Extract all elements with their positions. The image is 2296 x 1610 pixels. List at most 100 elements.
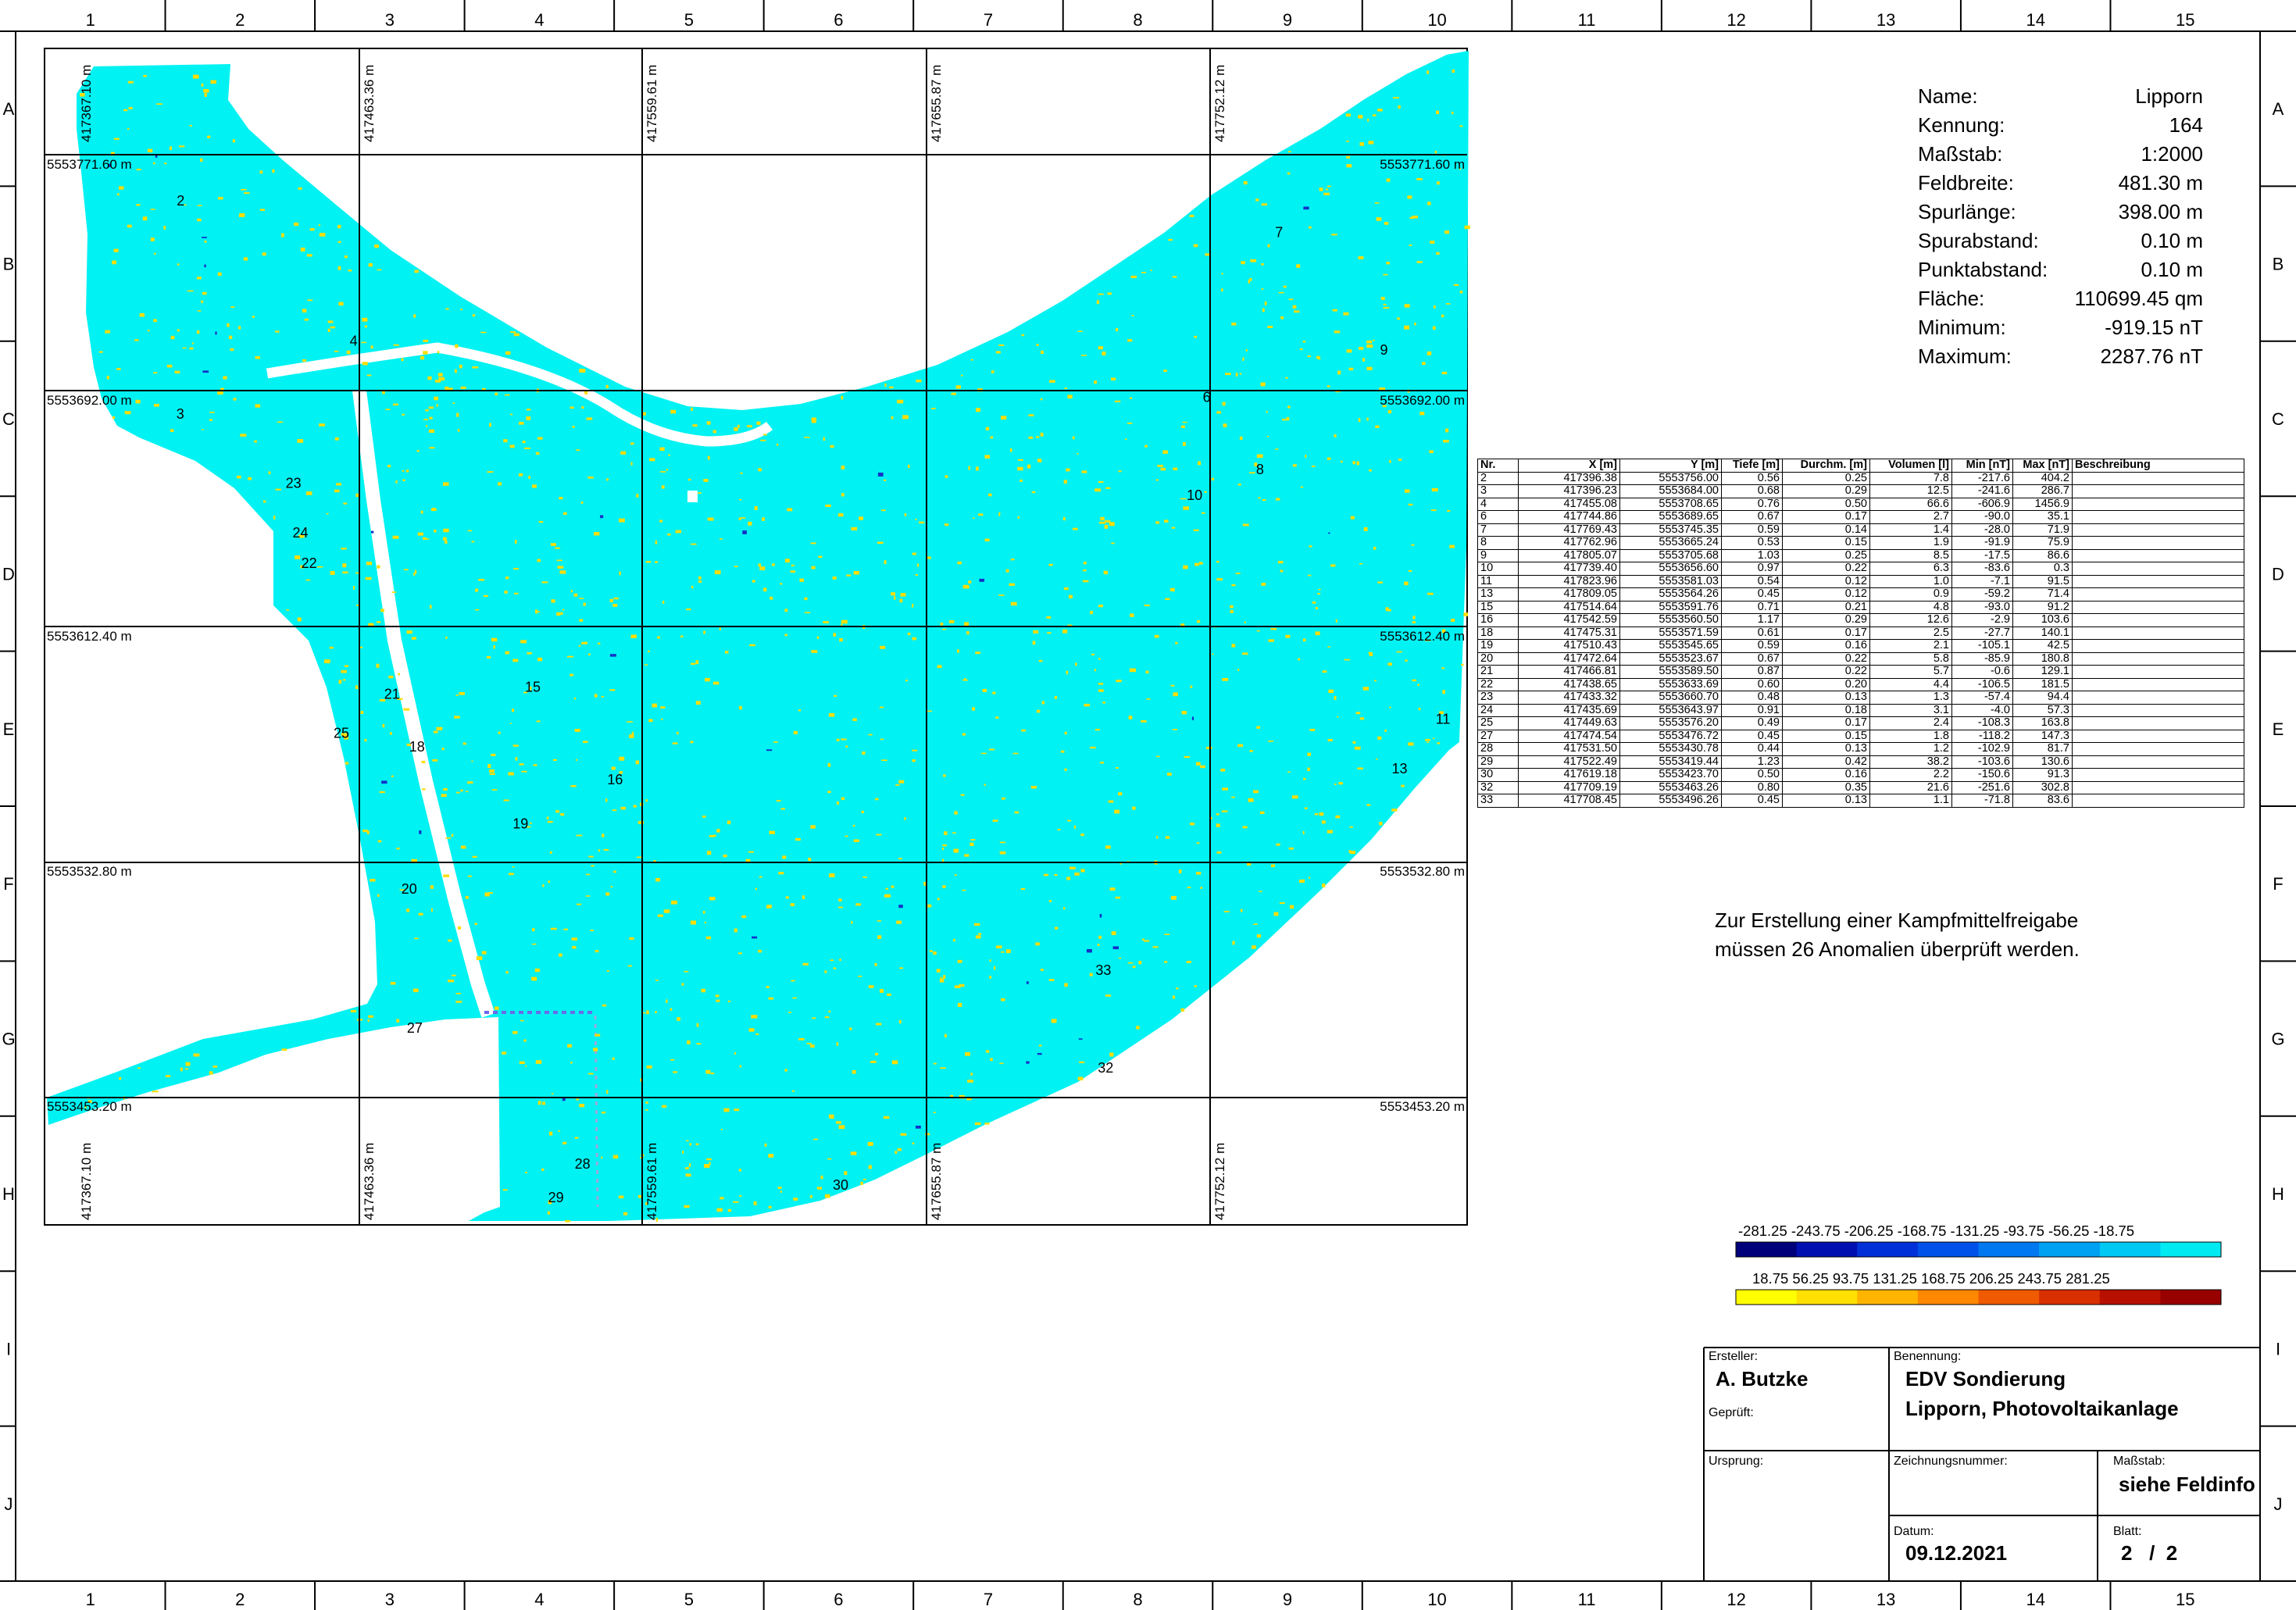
- column-label-bottom: 5: [684, 1590, 694, 1609]
- column-label-top: 3: [385, 10, 395, 30]
- legend-positive-swatch: [1796, 1290, 1858, 1305]
- table-cell: [2072, 639, 2244, 653]
- table-cell: 13: [1477, 587, 1519, 602]
- table-cell: 417475.31: [1518, 626, 1620, 640]
- table-cell: 2: [1477, 471, 1519, 485]
- table-cell: 417769.43: [1518, 523, 1620, 537]
- northing-label-4-right: 5553532.80 m: [1380, 864, 1465, 879]
- northing-label-3-right: 5553612.40 m: [1380, 629, 1465, 644]
- table-cell: 5553463.26: [1619, 780, 1722, 794]
- northing-label-3-left: 5553612.40 m: [47, 629, 132, 644]
- column-label-bottom: 15: [2176, 1590, 2194, 1609]
- legend-positive-swatch: [1978, 1290, 2040, 1305]
- table-cell: 417739.40: [1518, 562, 1620, 576]
- field-info-panel: Name: Lipporn Kennung: 164 Maßstab: 1:2000 Fel…: [1918, 82, 2203, 371]
- table-cell: 0.50: [1782, 497, 1870, 511]
- table-cell: [2072, 523, 2244, 537]
- northing-label-1-left: 5553771.60 m: [47, 157, 132, 172]
- table-row: 33 417708.45 5553496.26 0.45 0.13 1.1 -71.8 83.…: [1477, 794, 2244, 808]
- table-cell: 417531.50: [1518, 742, 1620, 756]
- table-cell: 81.7: [2012, 742, 2073, 756]
- table-cell: 2.4: [1869, 716, 1952, 730]
- table-cell: 1.1: [1869, 794, 1952, 808]
- table-cell: 35.1: [2012, 510, 2073, 524]
- table-cell: 0.17: [1782, 510, 1870, 524]
- massstab-label: Maßstab:: [2113, 1455, 2166, 1468]
- column-label-bottom: 10: [1427, 1590, 1446, 1609]
- anomaly-label-25: 25: [334, 726, 349, 741]
- table-cell: 0.22: [1782, 651, 1870, 666]
- table-cell: 103.6: [2012, 613, 2073, 627]
- row-label-right: H: [2272, 1184, 2284, 1204]
- table-cell: -217.6: [1951, 471, 2013, 485]
- table-row: 22 417438.65 5553633.69 0.60 0.20 4.4 -106.5 18…: [1477, 677, 2244, 691]
- title-block: [1703, 1347, 2260, 1581]
- table-row: 3 417396.23 5553684.00 0.68 0.29 12.5 -241.6 28…: [1477, 484, 2244, 498]
- small-cutout: [687, 491, 698, 502]
- table-cell: 16: [1477, 613, 1519, 627]
- easting-label-4-top: 417655.87 m: [929, 65, 944, 142]
- row-label-left: G: [2, 1030, 15, 1049]
- table-cell: 10: [1477, 562, 1519, 576]
- fieldinfo-label: Fläche:: [1918, 287, 1985, 310]
- table-cell: 5553560.50: [1619, 613, 1722, 627]
- table-cell: [2072, 562, 2244, 576]
- table-cell: 24: [1477, 703, 1519, 717]
- table-cell: -2.9: [1951, 613, 2013, 627]
- survey-field-area: [47, 51, 1469, 1221]
- table-cell: 1.0: [1869, 574, 1952, 588]
- table-cell: 7: [1477, 523, 1519, 537]
- table-cell: 0.17: [1782, 626, 1870, 640]
- table-cell: 163.8: [2012, 716, 2073, 730]
- table-cell: 417466.81: [1518, 665, 1620, 679]
- easting-label-1-bottom: 417367.10 m: [79, 1143, 94, 1220]
- table-row: 4 417455.08 5553708.65 0.76 0.50 66.6 -606.9 14…: [1477, 497, 2244, 511]
- table-row: 8 417762.96 5553665.24 0.53 0.15 1.9 -91.9 75.9: [1477, 536, 2244, 550]
- table-cell: 5553656.60: [1619, 562, 1722, 576]
- table-cell: [2072, 768, 2244, 782]
- easting-label-5-top: 417752.12 m: [1212, 65, 1227, 142]
- table-cell: 417708.45: [1518, 794, 1620, 808]
- table-cell: 4.4: [1869, 677, 1952, 691]
- table-cell: 1456.9: [2012, 497, 2073, 511]
- table-cell: 417805.07: [1518, 548, 1620, 562]
- table-cell: [2072, 729, 2244, 743]
- table-cell: 5553756.00: [1619, 471, 1722, 485]
- anomaly-label-10: 10: [1187, 487, 1202, 503]
- table-cell: 38.2: [1869, 755, 1952, 769]
- anomaly-label-27: 27: [407, 1020, 423, 1036]
- column-label-bottom: 8: [1133, 1590, 1142, 1609]
- anomaly-label-30: 30: [833, 1177, 848, 1193]
- table-cell: 21.6: [1869, 780, 1952, 794]
- column-label-bottom: 9: [1283, 1590, 1292, 1609]
- column-label-top: 15: [2176, 10, 2194, 30]
- table-cell: 417396.38: [1518, 471, 1620, 485]
- table-cell: 4: [1477, 497, 1519, 511]
- table-cell: 12.6: [1869, 613, 1952, 627]
- table-cell: 417435.69: [1518, 703, 1620, 717]
- table-row: 29 417522.49 5553419.44 1.23 0.42 38.2 -103.6 1…: [1477, 755, 2244, 769]
- table-cell: 5553571.59: [1619, 626, 1722, 640]
- frame-grid-labels: 1122334455667788991010111112121313141415…: [2, 10, 2284, 1609]
- table-cell: 6.3: [1869, 562, 1952, 576]
- row-label-left: A: [3, 99, 15, 119]
- table-cell: 29: [1477, 755, 1519, 769]
- table-cell: 5553643.97: [1619, 703, 1722, 717]
- table-cell: 0.18: [1782, 703, 1870, 717]
- anomaly-label-11: 11: [1436, 711, 1451, 726]
- table-cell: 8.5: [1869, 548, 1952, 562]
- anomaly-label-15: 15: [525, 680, 541, 695]
- table-cell: 180.8: [2012, 651, 2073, 666]
- row-label-left: D: [2, 564, 15, 584]
- table-cell: 140.1: [2012, 626, 2073, 640]
- table-cell: [2072, 665, 2244, 679]
- table-cell: 0.45: [1721, 794, 1783, 808]
- anomaly-label-24: 24: [293, 525, 309, 541]
- table-cell: 0.15: [1782, 729, 1870, 743]
- fieldinfo-value: 398.00 m: [2118, 200, 2203, 223]
- table-cell: 1.4: [1869, 523, 1952, 537]
- table-row: 11 417823.96 5553581.03 0.54 0.12 1.0 -7.1 91.5: [1477, 574, 2244, 588]
- table-cell: 130.6: [2012, 755, 2073, 769]
- blatt-value: 2 / 2: [2121, 1541, 2178, 1565]
- easting-label-1-top: 417367.10 m: [79, 65, 94, 142]
